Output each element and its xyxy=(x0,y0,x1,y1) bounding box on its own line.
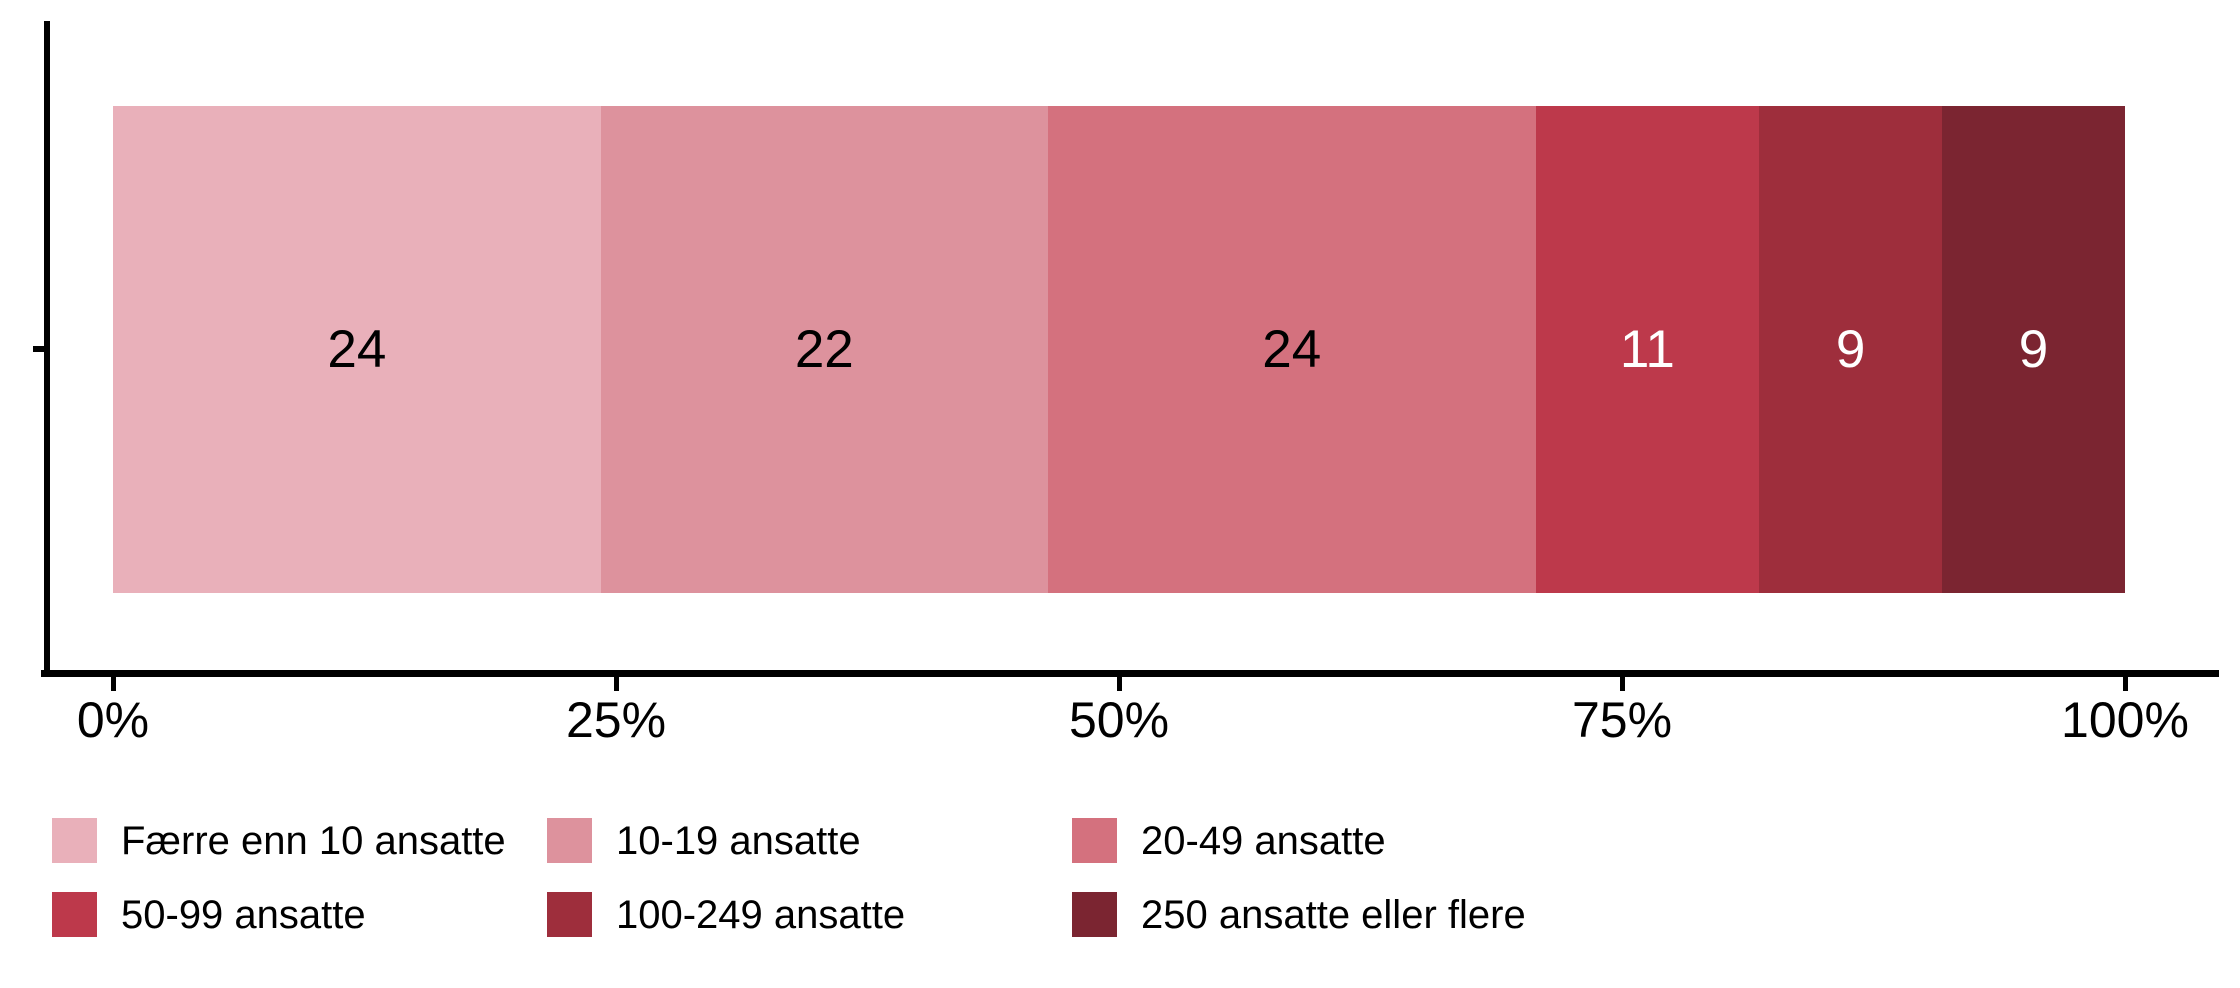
bar-segment-3: 24 xyxy=(1047,106,1536,593)
legend-swatch xyxy=(52,892,97,937)
legend-item-5: 100-249 ansatte xyxy=(547,892,905,937)
bar-segment-value: 9 xyxy=(2018,320,2049,379)
legend-item-1: Færre enn 10 ansatte xyxy=(52,818,506,863)
bar-segment-value: 24 xyxy=(327,320,387,379)
x-axis-tick-label: 75% xyxy=(1571,692,1673,748)
legend-swatch xyxy=(1072,818,1117,863)
y-axis-tick xyxy=(33,346,44,352)
legend-label: 100-249 ansatte xyxy=(616,892,906,937)
legend-item-2: 10-19 ansatte xyxy=(547,818,861,863)
bar-segment-value: 11 xyxy=(1619,320,1675,379)
x-axis-tick-label: 100% xyxy=(2061,692,2189,748)
x-axis-tick-label: 0% xyxy=(76,692,150,748)
x-axis-tick xyxy=(1619,677,1625,691)
legend-label: 10-19 ansatte xyxy=(616,818,861,863)
legend-swatch xyxy=(52,818,97,863)
legend-label: 250 ansatte eller flere xyxy=(1141,892,1526,937)
x-axis-tick-label: 25% xyxy=(565,692,667,748)
legend-item-3: 20-49 ansatte xyxy=(1072,818,1386,863)
legend-swatch xyxy=(547,818,592,863)
bar-segment-6: 9 xyxy=(1942,106,2125,593)
bar-segment-5: 9 xyxy=(1759,106,1943,593)
legend-label: 20-49 ansatte xyxy=(1141,818,1386,863)
bar-segment-value: 22 xyxy=(794,320,854,379)
bar-segment-value: 24 xyxy=(1262,320,1322,379)
bar-segment-1: 24 xyxy=(113,106,601,593)
legend-swatch xyxy=(1072,892,1117,937)
legend-label: 50-99 ansatte xyxy=(121,892,366,937)
x-axis-tick xyxy=(1116,677,1122,691)
x-axis-tick xyxy=(613,677,619,691)
x-axis-tick xyxy=(110,677,116,691)
stacked-bar: 24 22 24 11 9 9 xyxy=(113,106,2125,593)
legend-swatch xyxy=(547,892,592,937)
legend-label: Færre enn 10 ansatte xyxy=(121,818,506,863)
x-axis-line xyxy=(41,670,2219,677)
legend-item-4: 50-99 ansatte xyxy=(52,892,366,937)
x-axis-tick-label: 50% xyxy=(1068,692,1170,748)
bar-segment-2: 22 xyxy=(600,106,1048,593)
x-axis-tick xyxy=(2122,677,2128,691)
bar-segment-value: 9 xyxy=(1835,320,1866,379)
bar-segment-4: 11 xyxy=(1535,106,1760,593)
legend-item-6: 250 ansatte eller flere xyxy=(1072,892,1526,937)
y-axis-line xyxy=(44,21,50,677)
